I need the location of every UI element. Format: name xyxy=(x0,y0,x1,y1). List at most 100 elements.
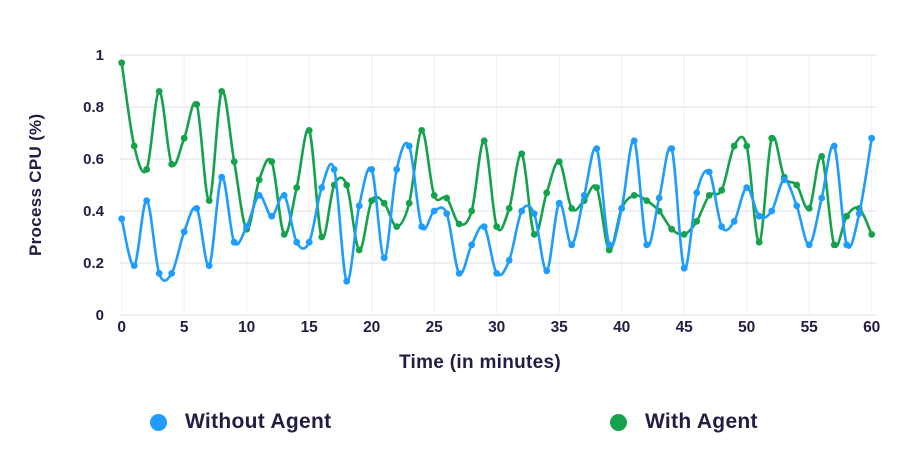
data-point-without-agent xyxy=(505,257,513,264)
x-tick-label: 10 xyxy=(238,319,255,336)
data-point-without-agent xyxy=(605,241,613,249)
data-point-without-agent xyxy=(180,228,188,236)
data-point-with-agent xyxy=(693,218,701,225)
data-point-with-agent xyxy=(130,142,138,150)
data-point-without-agent xyxy=(805,241,813,249)
data-point-without-agent xyxy=(643,241,651,249)
data-point-without-agent xyxy=(293,238,301,246)
data-point-without-agent xyxy=(555,199,563,207)
data-point-with-agent xyxy=(868,231,876,238)
data-point-without-agent xyxy=(155,270,163,277)
data-point-with-agent xyxy=(480,137,488,145)
data-point-without-agent xyxy=(680,264,688,272)
data-point-with-agent xyxy=(393,223,401,231)
data-point-without-agent xyxy=(280,192,288,199)
data-point-with-agent xyxy=(830,241,838,249)
data-point-with-agent xyxy=(568,205,576,212)
data-point-with-agent xyxy=(168,160,176,168)
data-point-with-agent xyxy=(843,212,851,220)
data-point-without-agent xyxy=(868,134,876,142)
data-point-with-agent xyxy=(755,238,763,246)
data-point-without-agent xyxy=(230,238,238,246)
data-point-with-agent xyxy=(180,134,188,142)
data-point-with-agent xyxy=(518,150,526,158)
data-point-with-agent xyxy=(205,197,213,205)
data-point-with-agent xyxy=(668,225,676,233)
data-point-with-agent xyxy=(293,184,301,192)
data-point-without-agent xyxy=(530,210,538,218)
data-point-with-agent xyxy=(743,142,751,150)
data-point-with-agent xyxy=(680,231,688,238)
data-point-without-agent xyxy=(455,270,463,277)
data-point-without-agent xyxy=(243,223,251,231)
data-point-with-agent xyxy=(718,186,726,194)
data-point-without-agent xyxy=(580,192,588,199)
data-point-with-agent xyxy=(193,101,201,108)
data-point-without-agent xyxy=(343,277,351,285)
data-point-without-agent xyxy=(618,205,626,212)
data-point-with-agent xyxy=(730,142,738,150)
data-point-with-agent xyxy=(605,246,613,254)
data-point-with-agent xyxy=(455,220,463,228)
data-point-with-agent xyxy=(630,192,638,199)
data-point-with-agent xyxy=(643,197,651,205)
data-point-with-agent xyxy=(418,126,426,134)
data-point-without-agent xyxy=(330,166,338,173)
data-point-with-agent xyxy=(355,246,363,254)
data-point-with-agent xyxy=(368,197,376,205)
data-point-without-agent xyxy=(693,189,701,197)
data-point-without-agent xyxy=(780,176,788,184)
series-line-with-agent xyxy=(120,61,873,252)
data-point-with-agent xyxy=(793,181,801,189)
data-point-without-agent xyxy=(443,210,451,218)
data-point-without-agent xyxy=(768,207,776,215)
x-tick-label: 55 xyxy=(801,319,819,336)
data-point-with-agent xyxy=(318,233,326,241)
data-point-with-agent xyxy=(280,231,288,238)
data-point-without-agent xyxy=(118,215,126,223)
data-point-without-agent xyxy=(480,223,488,231)
data-point-with-agent xyxy=(705,192,713,199)
data-point-with-agent xyxy=(218,88,226,95)
x-tick-label: 20 xyxy=(363,319,380,336)
data-point-without-agent xyxy=(405,142,413,150)
data-point-without-agent xyxy=(668,145,676,153)
data-point-without-agent xyxy=(130,262,138,269)
data-point-with-agent xyxy=(343,181,351,189)
data-point-with-agent xyxy=(255,176,263,184)
data-point-without-agent xyxy=(543,267,551,275)
data-point-with-agent xyxy=(493,223,501,231)
data-point-without-agent xyxy=(518,207,526,215)
data-point-without-agent xyxy=(793,202,801,210)
data-point-without-agent xyxy=(193,205,201,212)
data-point-with-agent xyxy=(118,59,126,67)
data-point-with-agent xyxy=(443,194,451,202)
data-point-without-agent xyxy=(143,197,151,205)
data-point-with-agent xyxy=(593,184,601,192)
data-point-without-agent xyxy=(430,207,438,215)
data-point-without-agent xyxy=(855,210,863,218)
data-point-without-agent xyxy=(730,218,738,225)
data-point-without-agent xyxy=(305,238,313,246)
x-tick-label: 25 xyxy=(426,319,444,336)
x-tick-label: 35 xyxy=(551,319,569,336)
y-axis-title: Process CPU (%) xyxy=(26,113,45,257)
y-tick-label: 0.4 xyxy=(83,203,105,220)
data-point-without-agent xyxy=(493,270,501,277)
data-point-with-agent xyxy=(155,88,163,95)
data-point-with-agent xyxy=(555,158,563,166)
data-point-with-agent xyxy=(430,192,438,199)
x-tick-label: 5 xyxy=(180,319,189,336)
y-tick-label: 0.2 xyxy=(83,255,104,272)
data-point-with-agent xyxy=(530,231,538,238)
x-tick-label: 50 xyxy=(738,319,755,336)
data-point-without-agent xyxy=(393,166,401,173)
data-point-without-agent xyxy=(655,194,663,202)
x-axis-title: Time (in minutes) xyxy=(398,352,562,373)
data-point-without-agent xyxy=(418,223,426,231)
data-point-without-agent xyxy=(718,223,726,231)
data-point-without-agent xyxy=(268,212,276,220)
y-tick-label: 0.6 xyxy=(83,151,104,168)
data-point-without-agent xyxy=(380,254,388,262)
